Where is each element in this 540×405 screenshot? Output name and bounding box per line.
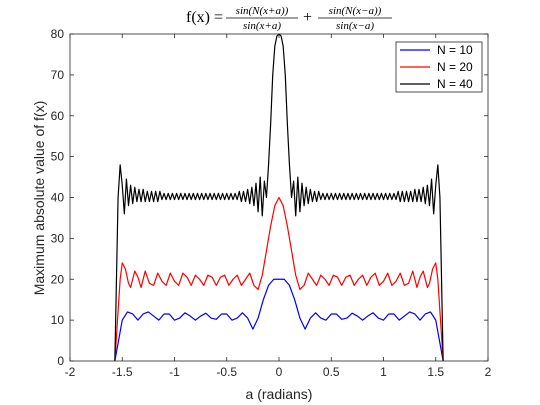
x-tick-label: -1	[169, 365, 180, 379]
x-axis-label: a (radians)	[246, 386, 313, 402]
x-tick-label: -0.5	[216, 365, 237, 379]
y-tick-label: 80	[51, 27, 65, 41]
y-tick-label: 20	[51, 272, 65, 286]
x-tick-label: 0.5	[323, 365, 340, 379]
x-tick-label: 1.5	[427, 365, 444, 379]
series-line-n10	[114, 278, 444, 362]
x-tick-label: -2	[65, 365, 76, 379]
plot-frame	[69, 33, 489, 362]
title-term1-numerator: sin(N(x+a))	[236, 5, 289, 17]
legend-label-n40: N = 40	[437, 77, 473, 91]
title-term1-denominator: sin(x+a)	[243, 20, 281, 32]
x-tick-label: 0	[276, 365, 283, 379]
x-tick-label: -1.5	[112, 365, 133, 379]
title-lhs: f(x) =	[186, 9, 223, 26]
legend: N = 10 N = 20 N = 40	[395, 41, 483, 93]
legend-label-n10: N = 10	[437, 43, 473, 57]
y-tick-label: 30	[51, 231, 65, 245]
series-line-n20	[114, 196, 444, 362]
title-term2-numerator: sin(N(x−a))	[329, 5, 382, 17]
chart-title: f(x) = sin(N(x+a)) sin(x+a) + sin(N(x−a)…	[186, 5, 392, 32]
y-tick-label: 70	[51, 68, 65, 82]
title-plus: +	[303, 9, 312, 26]
y-tick-label: 0	[57, 354, 64, 368]
y-axis-label: Maximum absolute value of f(x)	[31, 101, 47, 296]
y-tick-label: 50	[51, 150, 65, 164]
legend-label-n20: N = 20	[437, 60, 473, 74]
y-tick-label: 40	[51, 191, 65, 205]
x-tick-label: 1	[380, 365, 387, 379]
title-term2-denominator: sin(x−a)	[336, 20, 374, 32]
y-tick-label: 60	[51, 109, 65, 123]
y-tick-label: 10	[51, 313, 65, 327]
x-tick-label: 2	[485, 365, 492, 379]
